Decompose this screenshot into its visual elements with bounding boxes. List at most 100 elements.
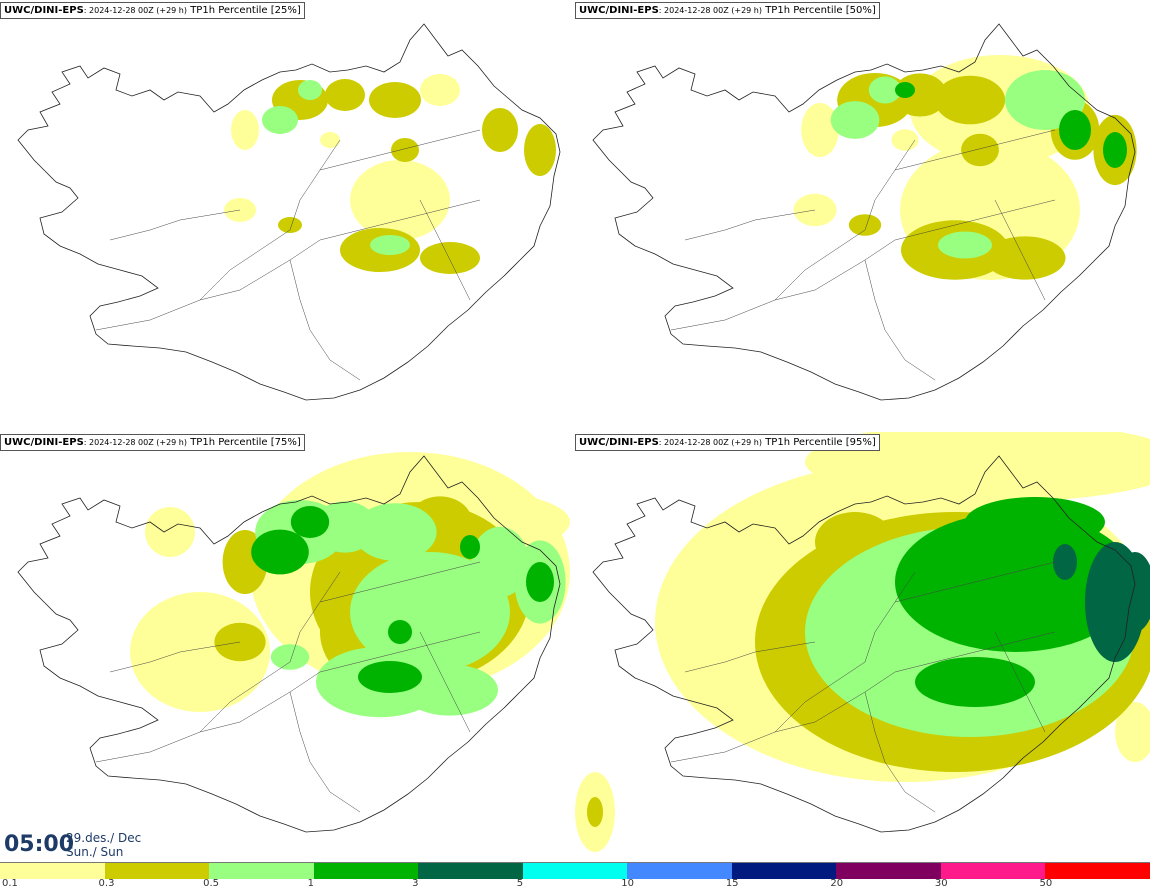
road-line [419, 631, 471, 733]
legend-label: 10 [621, 878, 634, 889]
legend-swatch [0, 863, 105, 879]
legend-label: 3 [412, 878, 419, 889]
map-panel-p75: UWC/DINI-EPS: 2024-12-28 00Z (+29 h) TP1… [0, 432, 575, 862]
precip-area [1053, 544, 1077, 580]
legend-label: 20 [830, 878, 844, 889]
precip-area [369, 82, 421, 118]
road-line [319, 129, 481, 171]
road-line [289, 259, 361, 381]
map-panel-p25: UWC/DINI-EPS: 2024-12-28 00Z (+29 h) TP1… [0, 0, 575, 430]
precip-area [965, 497, 1105, 547]
run-info: 2024-12-28 00Z (+29 h) [89, 6, 187, 15]
field-name: TP1h Percentile [75%] [190, 437, 301, 448]
precip-area [358, 661, 422, 693]
road-line [774, 139, 916, 301]
road-network [670, 561, 1056, 813]
precip-field [224, 74, 556, 274]
road-line [289, 691, 361, 813]
precip-area [700, 512, 790, 612]
valid-date: 29.des./ Dec Sun./ Sun [66, 831, 141, 859]
road-line [95, 199, 481, 331]
precip-area [290, 506, 330, 538]
legend-swatch [836, 863, 941, 879]
precip-area [130, 592, 270, 712]
precip-area [382, 562, 428, 602]
road-line [109, 641, 241, 673]
precip-area [262, 106, 298, 134]
legend-label: 0.3 [98, 878, 115, 889]
precip-area [402, 664, 498, 716]
precip-area [801, 103, 839, 157]
field-name: TP1h Percentile [50%] [765, 5, 876, 16]
legend-swatch [522, 863, 628, 879]
map-panel-p50: UWC/DINI-EPS: 2024-12-28 00Z (+29 h) TP1… [575, 0, 1150, 430]
legend-label: 50 [1039, 878, 1053, 889]
legend-swatch [313, 863, 419, 879]
precip-field [793, 55, 1137, 280]
legend-label: 1 [307, 878, 314, 889]
precip-field [130, 452, 570, 718]
road-line [864, 691, 936, 813]
valid-date-line: 29.des./ Dec [66, 831, 142, 845]
precip-area [1059, 110, 1091, 150]
precip-map [575, 432, 1150, 852]
precip-area [231, 110, 259, 150]
precip-area [1115, 552, 1150, 632]
legend-swatch [104, 863, 210, 879]
legend-swatch [731, 863, 837, 879]
precip-area [482, 108, 518, 152]
precip-area [388, 620, 412, 644]
legend-swatch [418, 863, 523, 879]
precip-area [895, 512, 1135, 652]
precip-area [848, 214, 882, 236]
precip-area [278, 217, 302, 233]
legend-swatch [627, 863, 732, 879]
road-line [864, 259, 936, 381]
road-line [994, 631, 1046, 733]
road-line [319, 561, 481, 603]
precip-field [575, 432, 1150, 852]
precip-map [17, 23, 561, 401]
road-line [684, 641, 816, 673]
valid-day-line: Sun./ Sun [66, 845, 124, 859]
precip-area [314, 559, 346, 585]
precip-area [298, 80, 322, 100]
legend-swatch [1045, 863, 1150, 879]
precip-area [145, 507, 195, 557]
precip-map [17, 452, 570, 833]
run-info: 2024-12-28 00Z (+29 h) [664, 438, 762, 447]
precip-area [251, 529, 309, 575]
road-line [419, 199, 471, 301]
precip-area [270, 644, 310, 670]
run-info: 2024-12-28 00Z (+29 h) [664, 6, 762, 15]
legend-label: 0.5 [203, 878, 219, 889]
precip-area [961, 133, 999, 167]
precip-area [830, 101, 880, 139]
precip-area [868, 76, 902, 104]
legend-labels: 0.1 0.3 0.5 1 3 5 10 15 20 30 50 [0, 878, 1150, 891]
map-panel-p95: UWC/DINI-EPS: 2024-12-28 00Z (+29 h) TP1… [575, 432, 1150, 862]
precip-area [938, 231, 992, 259]
road-network [95, 129, 481, 381]
precip-area [915, 657, 1035, 707]
precip-area [320, 132, 340, 148]
model-name: UWC/DINI-EPS [4, 437, 84, 448]
panel-title: UWC/DINI-EPS: 2024-12-28 00Z (+29 h) TP1… [575, 434, 880, 451]
precip-area [984, 236, 1066, 280]
precip-area [325, 79, 365, 111]
precip-area [353, 503, 437, 561]
road-line [109, 209, 241, 241]
legend-label: 0.1 [2, 878, 18, 889]
model-name: UWC/DINI-EPS [579, 437, 659, 448]
road-line [95, 631, 481, 763]
precip-area [471, 526, 529, 598]
field-name: TP1h Percentile [25%] [190, 5, 301, 16]
legend-label: 30 [934, 878, 948, 889]
panel-title: UWC/DINI-EPS: 2024-12-28 00Z (+29 h) TP1… [0, 2, 305, 19]
panel-title: UWC/DINI-EPS: 2024-12-28 00Z (+29 h) TP1… [0, 434, 305, 451]
coastline [17, 455, 561, 833]
road-network [95, 561, 481, 813]
coastline [592, 455, 1136, 833]
precip-area [805, 432, 1150, 502]
precip-area [526, 562, 554, 602]
